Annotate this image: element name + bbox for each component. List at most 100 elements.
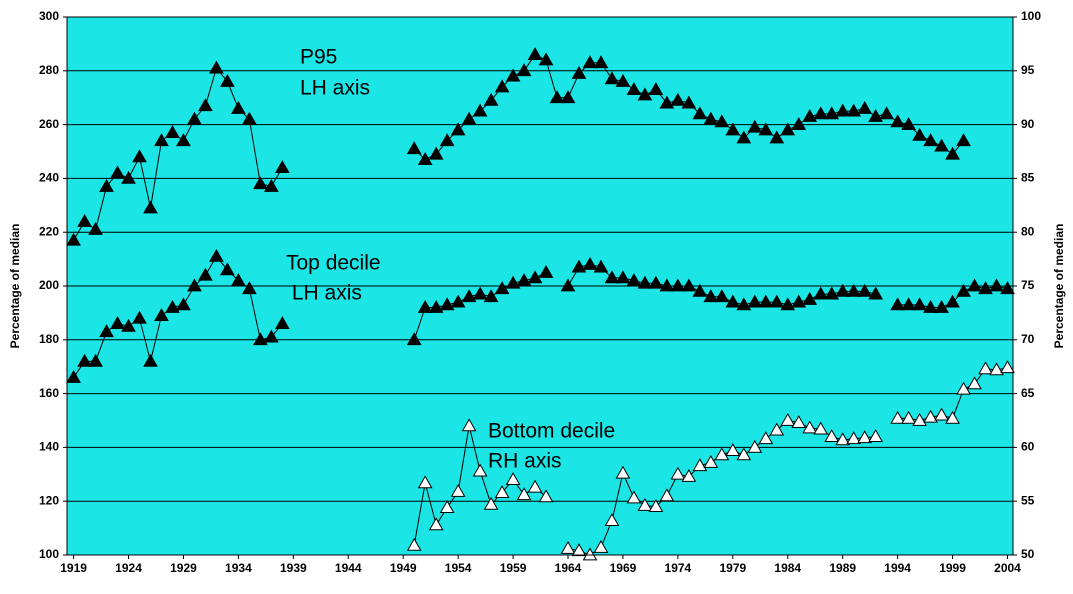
marker [659,278,675,292]
marker [165,125,180,139]
marker [912,127,927,141]
x-tick-label: 1929 [170,561,197,575]
marker [670,278,686,292]
marker [209,60,224,74]
marker [582,256,598,270]
marker [450,294,466,308]
marker [648,82,664,96]
marker [648,275,664,289]
marker [813,106,829,120]
y-axis-title: Percentage of median [8,224,22,349]
marker [253,332,268,346]
annotation: RH axis [488,450,562,473]
marker [681,95,697,109]
x-tick-label: 1949 [390,561,417,575]
marker [527,270,543,284]
y-tick-label: 140 [39,440,59,454]
marker [560,541,576,554]
annotation: Top decile [286,252,381,275]
marker [758,431,774,445]
marker [692,283,708,297]
marker [593,55,609,69]
marker [549,90,565,104]
y-tick-label: 160 [39,386,59,400]
marker [461,289,477,303]
marker [659,488,675,502]
marker [494,281,510,295]
marker [802,291,818,305]
marker [648,499,664,512]
marker [758,122,774,136]
marker [824,429,840,443]
annotation: P95 [300,46,337,69]
y2-tick-label: 60 [1021,440,1035,454]
marker [637,87,653,101]
y2-tick-label: 90 [1021,117,1035,131]
marker [505,472,521,486]
x-tick-label: 1939 [280,561,307,575]
marker [516,273,532,286]
marker [626,273,642,286]
marker [681,468,697,482]
marker [835,432,851,446]
marker [538,265,554,278]
marker [890,114,905,128]
marker [209,248,224,262]
marker [604,513,620,526]
marker [978,361,993,375]
marker [417,475,433,489]
marker [527,479,543,493]
marker [725,443,741,457]
marker [274,160,290,174]
marker [66,232,81,246]
y2-tick-label: 75 [1021,278,1035,292]
x-tick-label: 1959 [500,561,527,575]
marker [154,133,169,147]
marker [505,68,521,82]
marker [912,412,927,426]
marker [483,496,499,510]
marker [714,447,730,461]
marker [901,117,916,130]
marker [615,74,631,87]
marker [231,273,246,286]
marker [934,407,949,421]
marker [901,410,916,424]
marker [769,294,785,308]
marker [813,286,829,300]
marker [231,100,246,114]
marker [121,318,136,332]
marker [945,294,960,308]
y-tick-label: 300 [39,9,59,23]
y2-tick-label: 70 [1021,332,1035,346]
marker [857,283,873,297]
marker [176,297,191,311]
marker [868,109,884,122]
marker [857,430,873,444]
marker [538,52,554,66]
x-tick-label: 1924 [115,561,142,575]
marker [483,289,499,303]
x-tick-label: 1989 [829,561,856,575]
y-tick-label: 180 [39,332,59,346]
marker [736,447,752,461]
y2-tick-label: 85 [1021,171,1035,185]
marker [736,130,752,144]
marker [132,149,147,163]
marker [571,543,587,557]
marker [835,103,851,117]
marker [198,267,213,281]
marker [769,130,785,144]
x-tick-label: 1994 [884,561,911,575]
marker [670,466,686,480]
marker [879,106,895,120]
marker [428,146,444,160]
marker [110,165,125,179]
y-tick-label: 200 [39,278,59,292]
series [66,47,1015,561]
marker [220,74,235,87]
marker [494,485,510,498]
marker [593,259,609,273]
y2-tick-label: 80 [1021,224,1035,238]
marker [99,324,114,338]
